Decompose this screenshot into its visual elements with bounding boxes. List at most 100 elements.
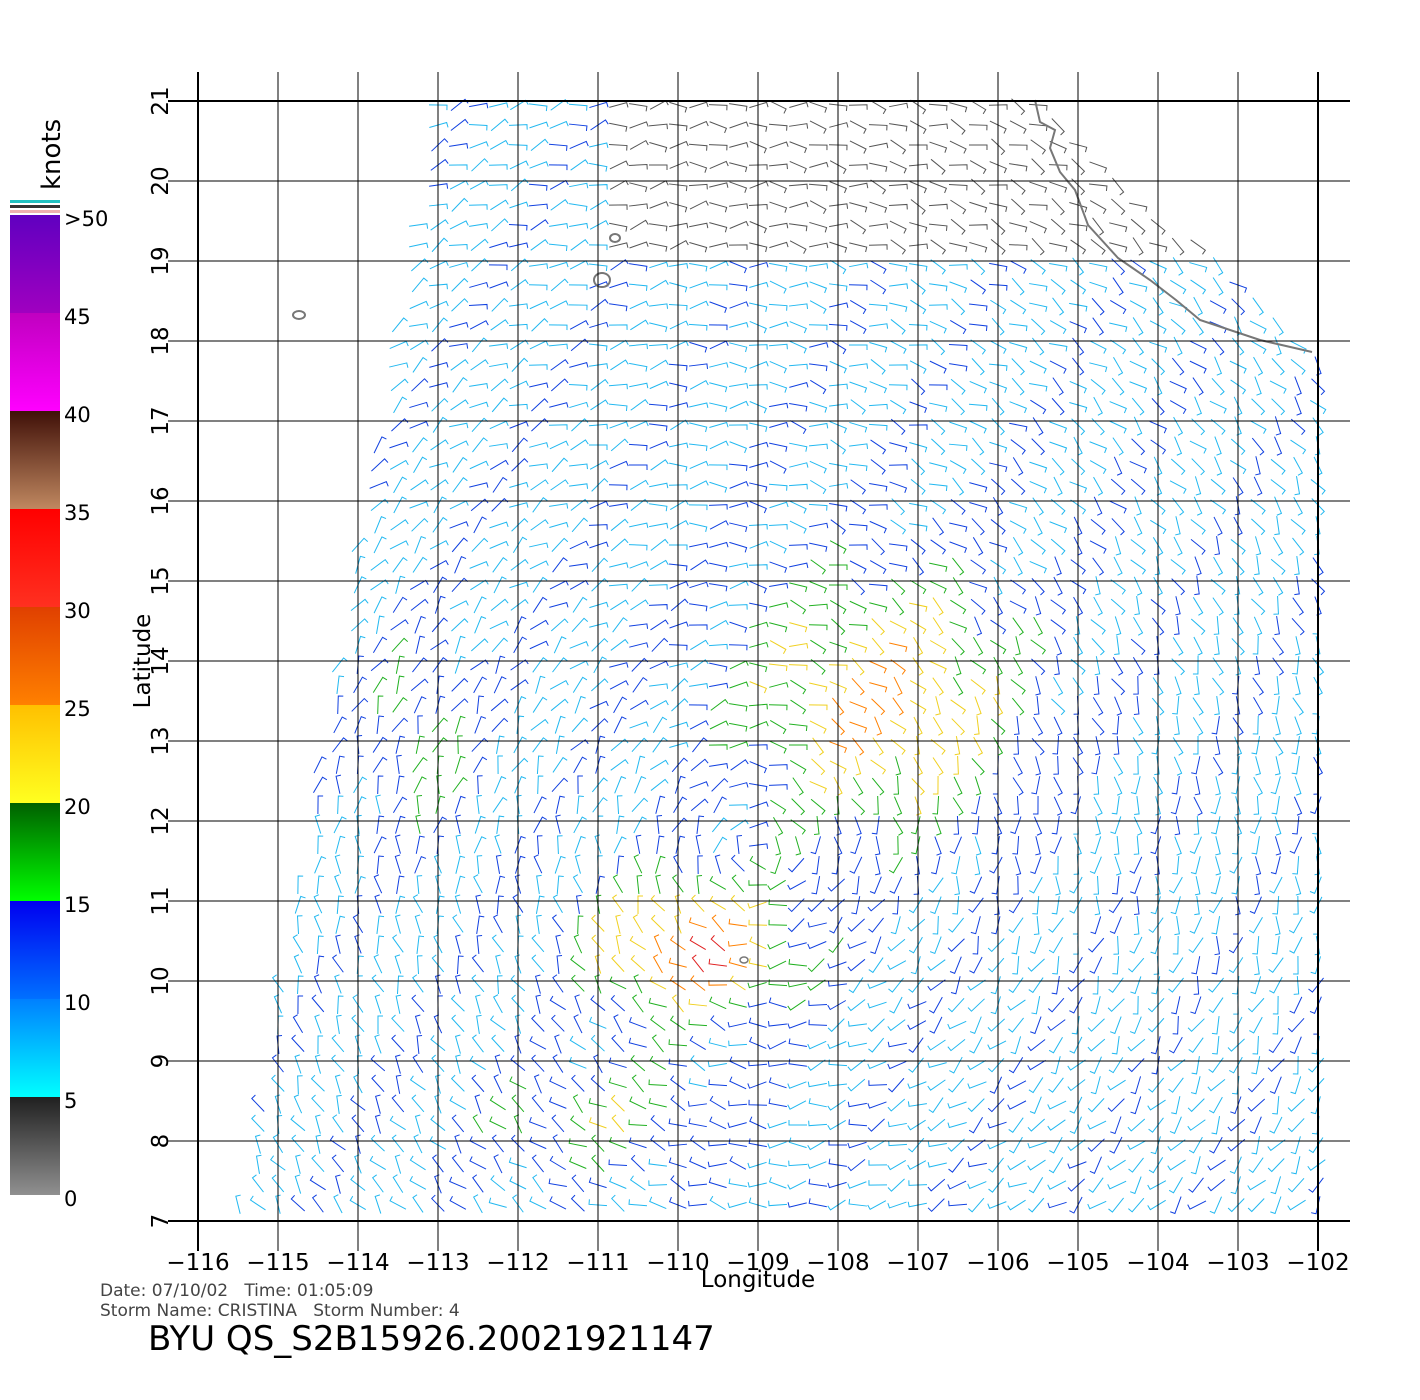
wind-barb bbox=[1273, 595, 1279, 615]
wind-barb bbox=[1051, 118, 1065, 136]
wind-barb bbox=[928, 103, 948, 111]
wind-barb bbox=[1108, 1057, 1124, 1074]
wind-barb bbox=[575, 894, 582, 914]
island bbox=[593, 272, 611, 288]
wind-barb bbox=[988, 1157, 1004, 1173]
wind-barb bbox=[1188, 1136, 1203, 1154]
wind-barb bbox=[1251, 518, 1266, 536]
wind-barb bbox=[947, 938, 965, 952]
wind-barb bbox=[589, 363, 609, 369]
wind-barb bbox=[854, 816, 862, 836]
wind-barb bbox=[787, 981, 807, 988]
wind-barb bbox=[376, 715, 384, 735]
wind-barb bbox=[1272, 895, 1280, 915]
wind-barb bbox=[271, 1054, 284, 1073]
wind-barb bbox=[769, 640, 787, 654]
wind-barb bbox=[649, 380, 669, 390]
wind-barb bbox=[1053, 796, 1063, 816]
wind-barb bbox=[788, 183, 808, 190]
wind-barb bbox=[710, 698, 729, 711]
wind-barb bbox=[1210, 876, 1221, 895]
x-tick-label: −110 bbox=[646, 1250, 709, 1276]
wind-barb bbox=[892, 597, 905, 616]
wind-barb bbox=[908, 323, 928, 331]
y-tick-label: 17 bbox=[148, 406, 174, 435]
wind-barb bbox=[1054, 556, 1062, 576]
wind-barb bbox=[934, 836, 942, 856]
wind-barb bbox=[748, 344, 768, 350]
wind-barb bbox=[1073, 536, 1083, 556]
wind-barb bbox=[410, 479, 429, 491]
wind-barb bbox=[910, 956, 921, 975]
wind-barb bbox=[649, 223, 668, 232]
wind-barb bbox=[869, 342, 888, 353]
wind-barb bbox=[371, 1074, 385, 1092]
wind-barb bbox=[1113, 356, 1124, 376]
wind-barb bbox=[451, 1154, 464, 1173]
wind-barb bbox=[749, 602, 768, 612]
wind-barb bbox=[1208, 997, 1224, 1014]
wind-barb bbox=[810, 559, 827, 575]
wind-barb bbox=[869, 560, 887, 575]
wind-barb bbox=[451, 1114, 465, 1133]
wind-barb bbox=[892, 697, 904, 716]
wind-barb bbox=[1009, 120, 1027, 134]
wind-barb bbox=[1069, 223, 1088, 232]
wind-barb bbox=[909, 619, 927, 635]
wind-barb bbox=[648, 1158, 667, 1167]
wind-barb bbox=[609, 102, 629, 108]
wind-barb bbox=[1247, 1098, 1266, 1112]
wind-barb bbox=[649, 976, 667, 990]
wind-barb bbox=[972, 935, 979, 955]
wind-barb bbox=[690, 559, 709, 571]
wind-barb bbox=[868, 1037, 885, 1053]
wind-barb bbox=[854, 756, 862, 776]
wind-barb bbox=[1290, 1136, 1301, 1155]
wind-barb bbox=[729, 162, 748, 173]
wind-barb bbox=[433, 934, 443, 954]
wind-barb bbox=[789, 723, 808, 732]
wind-barb bbox=[1069, 202, 1088, 213]
wind-barb bbox=[1169, 480, 1187, 494]
wind-barb bbox=[1012, 955, 1020, 975]
wind-barb bbox=[410, 339, 429, 351]
wind-barb bbox=[1271, 398, 1286, 416]
wind-barb bbox=[1171, 1096, 1181, 1115]
wind-barb bbox=[828, 1158, 847, 1167]
wind-barb bbox=[728, 604, 748, 610]
wind-barb bbox=[629, 103, 648, 112]
wind-barb bbox=[610, 538, 629, 552]
wind-barb bbox=[415, 835, 425, 854]
wind-barb bbox=[536, 755, 544, 775]
wind-barb bbox=[1089, 441, 1108, 454]
wind-barb bbox=[869, 682, 888, 693]
wind-barb bbox=[709, 619, 729, 630]
wind-barb bbox=[555, 735, 565, 754]
wind-barb bbox=[529, 560, 549, 570]
wind-barb bbox=[849, 182, 869, 189]
wind-barb bbox=[1089, 460, 1107, 475]
wind-barb bbox=[492, 994, 503, 1014]
wind-barb bbox=[1027, 958, 1045, 972]
wind-barb bbox=[889, 620, 907, 634]
wind-barb bbox=[930, 896, 942, 915]
wind-barb bbox=[669, 340, 689, 350]
wind-barb bbox=[1191, 1056, 1200, 1075]
wind-barb bbox=[1293, 975, 1300, 995]
wind-barb bbox=[767, 1141, 787, 1149]
wind-barb bbox=[807, 1161, 827, 1169]
wind-barb bbox=[929, 483, 948, 492]
wind-barb bbox=[610, 518, 629, 532]
wind-barb bbox=[1130, 259, 1147, 275]
x-tick-label: −103 bbox=[1206, 1250, 1269, 1276]
colorbar-tick-label: 25 bbox=[64, 697, 91, 721]
wind-barb bbox=[967, 998, 985, 1012]
wind-barb bbox=[789, 160, 807, 174]
wind-barb bbox=[609, 662, 629, 668]
wind-barb bbox=[1307, 1159, 1326, 1171]
wind-barb bbox=[749, 101, 769, 109]
wind-barb bbox=[631, 657, 649, 672]
wind-barb bbox=[508, 144, 528, 151]
wind-barb bbox=[729, 522, 748, 533]
wind-barb bbox=[792, 777, 804, 796]
